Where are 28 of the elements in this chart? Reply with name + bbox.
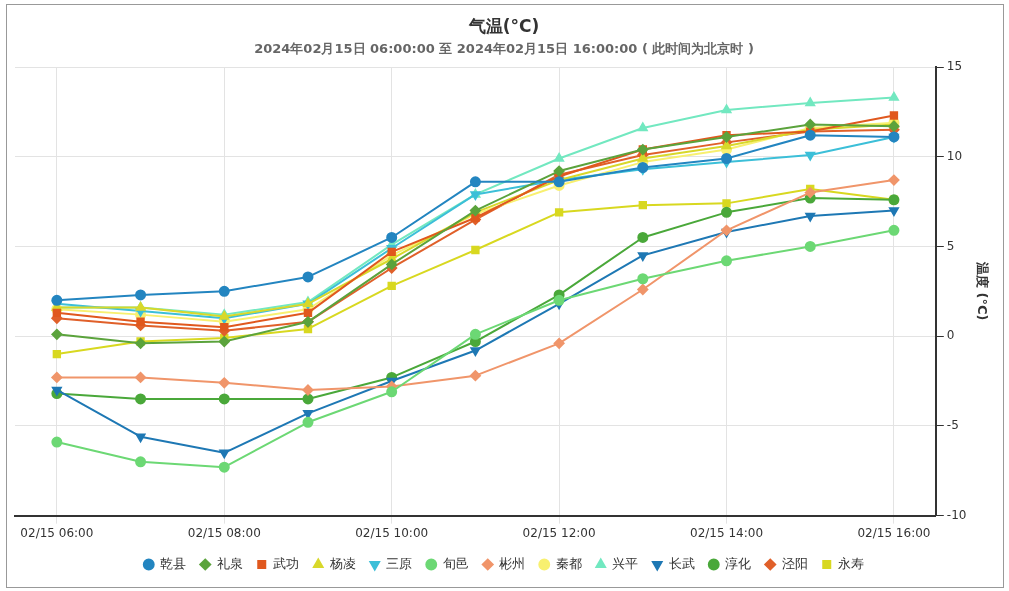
x-tick-label: 02/15 14:00 <box>690 525 764 540</box>
legend-label: 乾县 <box>160 555 187 571</box>
y-tick-label: -10 <box>946 507 967 522</box>
legend-label: 彬州 <box>499 555 526 571</box>
y-tick-label: 10 <box>946 148 963 163</box>
legend-label: 杨凌 <box>328 555 356 571</box>
chart-subtitle: 2024年02月15日 06:00:00 至 2024年02月15日 16:00:00 ( 此时间为北京时 ) <box>254 40 754 56</box>
y-tick-label: 15 <box>946 59 963 74</box>
legend-label: 秦都 <box>555 555 582 571</box>
legend-label: 旬邑 <box>442 555 469 571</box>
legend-label: 永寿 <box>838 555 865 571</box>
legend-label: 长武 <box>668 555 695 571</box>
x-tick-label: 02/15 16:00 <box>857 525 931 540</box>
legend-label: 兴平 <box>612 555 639 571</box>
y-axis-title: 温度 (°C) <box>974 261 990 321</box>
y-tick-label: 0 <box>946 328 955 343</box>
x-tick-label: 02/15 12:00 <box>522 525 596 540</box>
legend-label: 礼泉 <box>216 555 243 571</box>
y-tick-label: 5 <box>946 238 955 253</box>
legend-label: 淳化 <box>725 555 752 571</box>
legend-label: 武功 <box>273 555 300 571</box>
legend-label: 泾阳 <box>781 555 808 571</box>
x-tick-label: 02/15 08:00 <box>187 525 261 540</box>
x-tick-label: 02/15 10:00 <box>355 525 429 540</box>
y-tick-label: -5 <box>946 418 959 433</box>
legend-label: 三原 <box>386 555 413 571</box>
x-tick-label: 02/15 06:00 <box>20 525 94 540</box>
chart-title: 气温(°C) <box>467 15 540 36</box>
